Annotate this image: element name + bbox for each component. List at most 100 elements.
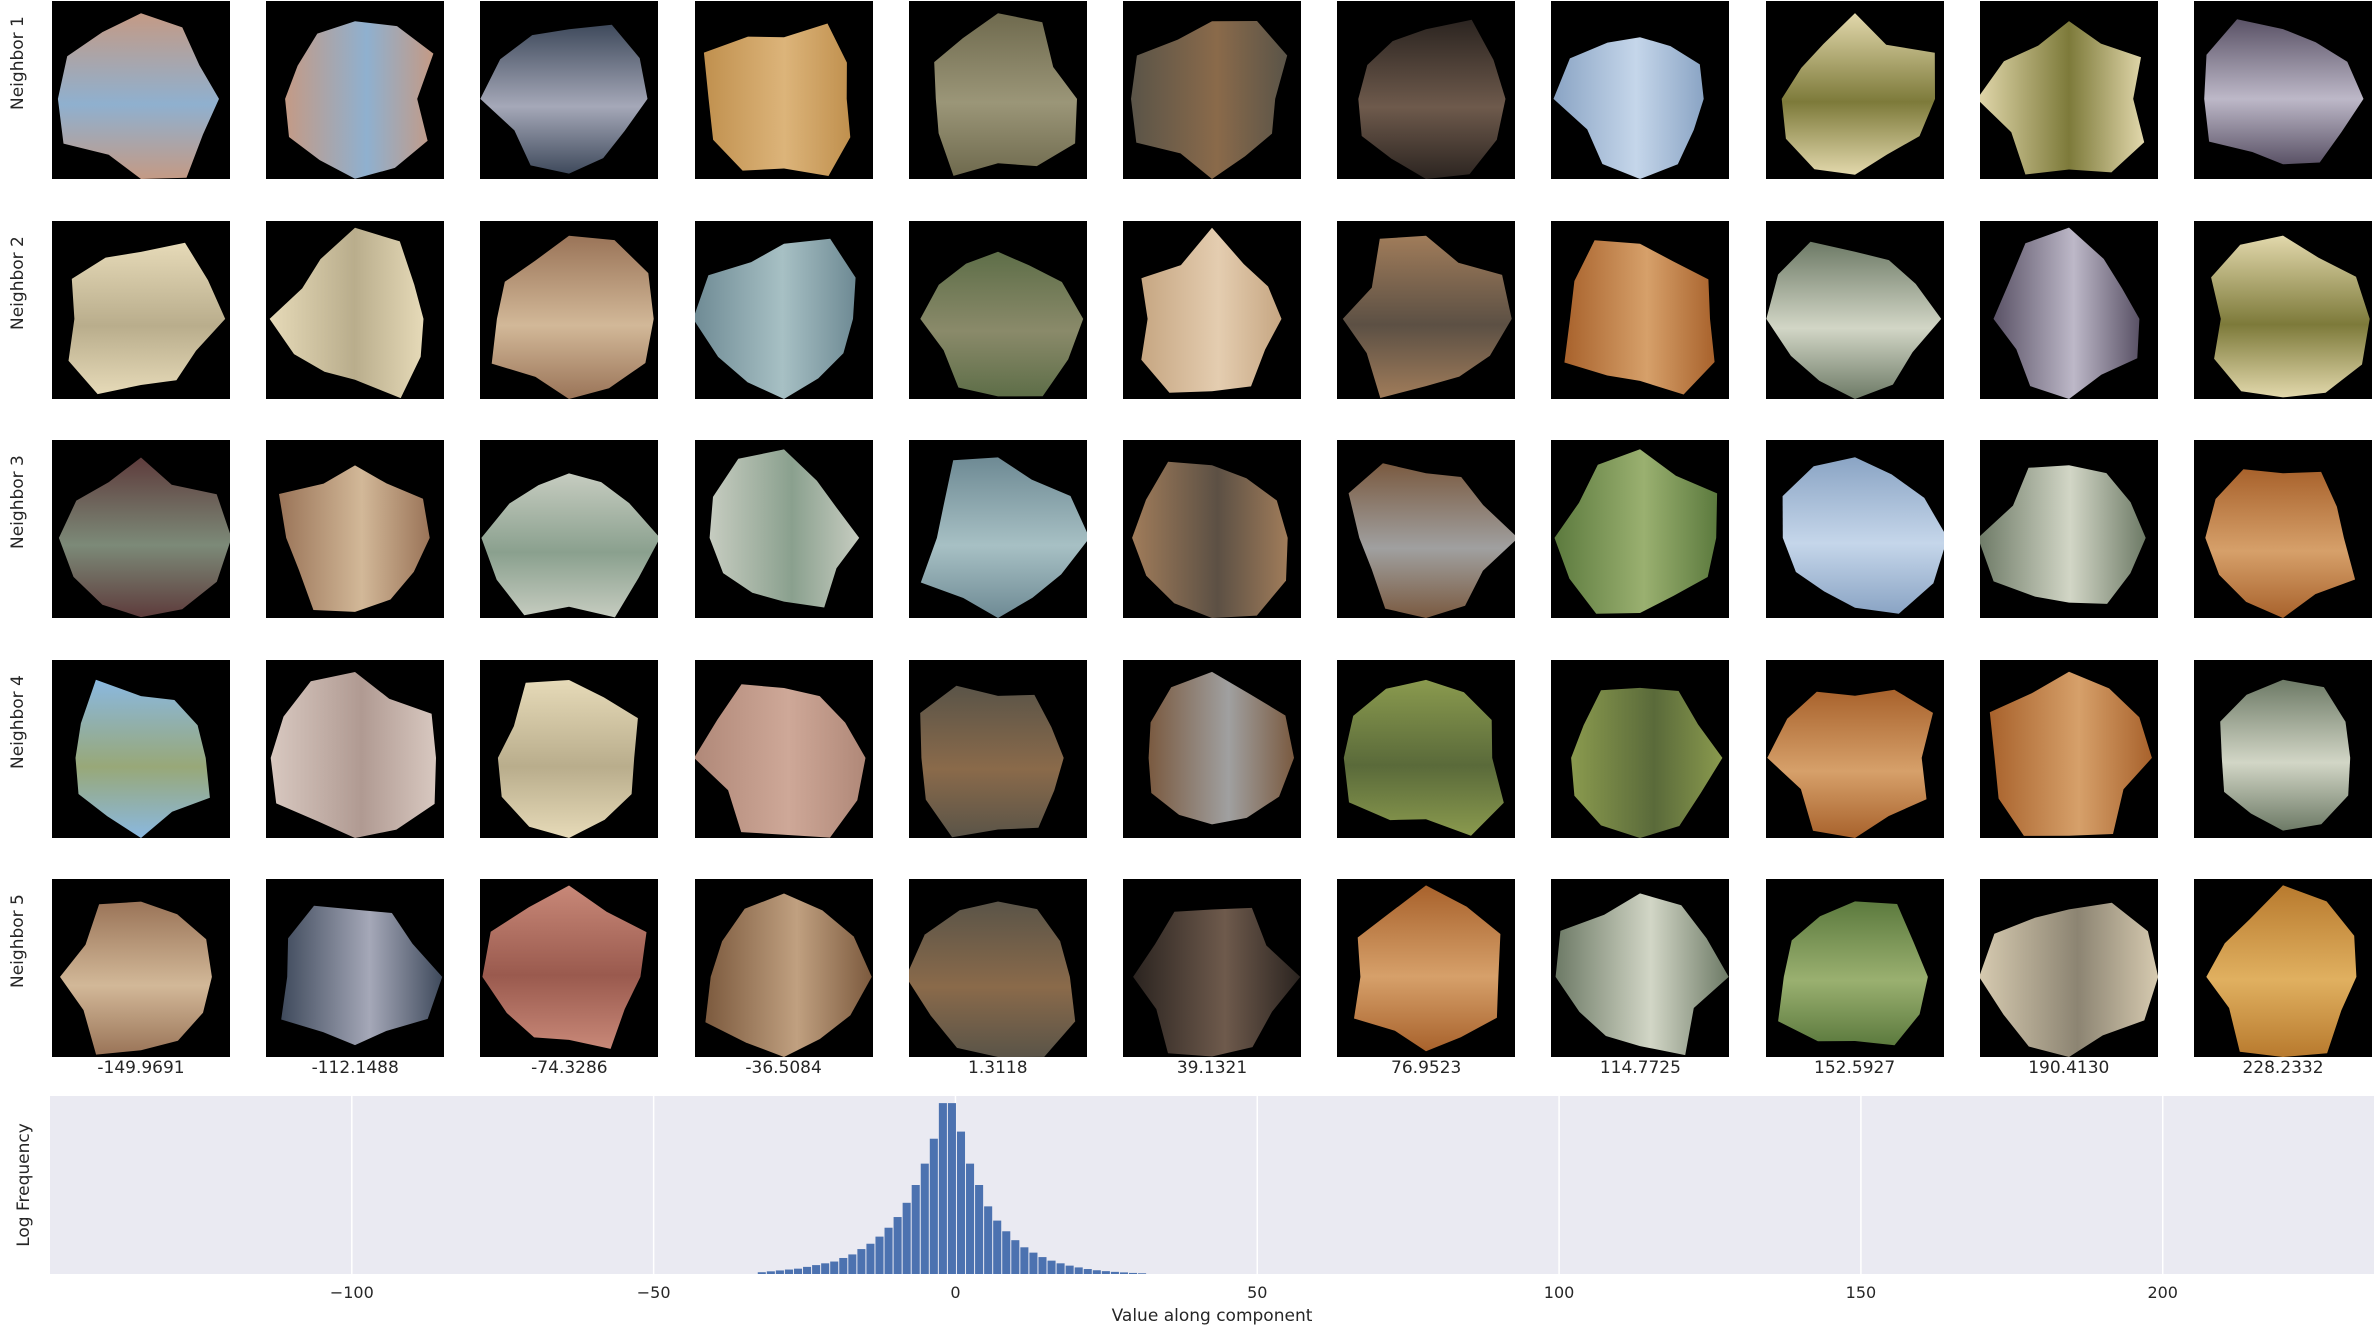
histogram-bar <box>984 1206 993 1274</box>
histogram-bar <box>1110 1271 1119 1274</box>
neighbor-patch <box>266 879 445 1057</box>
neighbor-patch <box>2194 1 2372 179</box>
neighbor-patch <box>2194 220 2372 399</box>
x-tick-label: 150 <box>1845 1283 1877 1302</box>
row-label: Neighbor 4 <box>8 674 28 769</box>
texture-blob <box>57 13 220 179</box>
texture-blob <box>1555 893 1730 1056</box>
neighbor-patch <box>694 440 873 618</box>
histogram-bar <box>1020 1247 1029 1274</box>
histogram-bar <box>884 1227 893 1274</box>
histogram-bar <box>803 1266 812 1274</box>
texture-blob <box>908 901 1075 1057</box>
histogram-bar <box>793 1268 803 1274</box>
neighbor-patch <box>1765 879 1944 1057</box>
neighbor-patch <box>1337 440 1516 618</box>
neighbor-patch <box>2194 879 2372 1057</box>
neighbor-patch <box>1123 659 1301 838</box>
neighbor-patch <box>52 659 230 838</box>
plot-background <box>50 1096 2374 1274</box>
texture-blob <box>2205 469 2356 618</box>
column-value-label: -149.9691 <box>97 1058 185 1078</box>
texture-blob <box>498 679 639 838</box>
row-label: Neighbor 5 <box>8 894 28 988</box>
texture-blob <box>480 24 648 174</box>
texture-blob <box>694 683 866 838</box>
texture-blob <box>694 238 856 399</box>
row-label: Neighbor 3 <box>8 455 28 549</box>
neighbor-patch <box>908 659 1087 838</box>
texture-blob <box>919 685 1064 837</box>
column-value-label: 190.4130 <box>2028 1058 2110 1078</box>
neighbor-patch <box>52 879 230 1057</box>
texture-blob <box>2211 235 2370 397</box>
x-tick-label: 50 <box>1247 1283 1268 1302</box>
texture-blob <box>285 21 434 179</box>
neighbor-patch <box>694 879 873 1057</box>
column-value-label: 39.1321 <box>1176 1058 1248 1078</box>
texture-blob <box>1979 902 2158 1057</box>
texture-blob <box>1148 671 1294 824</box>
neighbor-patch <box>1123 1 1301 179</box>
neighbor-patch <box>480 1 659 179</box>
texture-blob <box>1782 457 1944 614</box>
neighbor-patch <box>1979 440 2158 618</box>
histogram-bar <box>839 1257 848 1274</box>
histogram-bar <box>947 1103 956 1274</box>
texture-blob <box>1781 13 1935 175</box>
histogram-bar <box>1083 1269 1092 1274</box>
texture-blob <box>1979 21 2144 175</box>
column-value-label: -112.1488 <box>311 1058 399 1078</box>
histogram-bar <box>866 1243 875 1274</box>
texture-blob <box>2204 19 2364 165</box>
texture-blob <box>1564 239 1715 394</box>
row-label: Neighbor 2 <box>8 235 28 330</box>
texture-blob <box>1342 235 1512 398</box>
neighbor-patch <box>1123 440 1301 618</box>
texture-blob <box>709 449 859 608</box>
neighbor-patch <box>2194 659 2372 838</box>
histogram-bar <box>956 1131 966 1274</box>
histogram-bar <box>1029 1252 1038 1274</box>
column-value-label: 76.9523 <box>1391 1058 1462 1078</box>
column-value-label: 152.5927 <box>1814 1058 1896 1078</box>
neighbor-patch <box>1979 659 2158 838</box>
histogram-bar <box>848 1254 857 1274</box>
neighbor-patch <box>52 220 230 399</box>
texture-blob <box>2206 885 2357 1057</box>
texture-blob <box>1133 907 1301 1057</box>
histogram-bar <box>902 1202 911 1274</box>
x-tick-label: 200 <box>2147 1283 2178 1302</box>
histogram-bar <box>975 1185 984 1274</box>
neighbor-patch <box>1123 220 1301 399</box>
texture-blob <box>1766 689 1933 838</box>
column-value-label: -74.3286 <box>531 1058 608 1078</box>
histogram-bar <box>1138 1273 1147 1274</box>
texture-blob <box>270 671 437 838</box>
texture-blob <box>1553 37 1705 179</box>
texture-blob <box>1571 687 1723 838</box>
texture-blob <box>1554 449 1718 614</box>
neighbor-patch <box>2194 440 2372 618</box>
x-tick-label: −50 <box>636 1283 671 1302</box>
neighbor-patch <box>1979 1 2158 179</box>
histogram-bar <box>1119 1272 1128 1274</box>
neighbor-patch <box>1337 879 1516 1057</box>
texture-blob <box>482 885 647 1049</box>
texture-blob <box>492 235 655 399</box>
neighbor-patch <box>1765 220 1944 399</box>
texture-blob <box>704 893 872 1057</box>
neighbor-patch <box>1337 1 1516 179</box>
histogram-svg <box>50 1096 2374 1274</box>
neighbor-patch <box>266 659 445 838</box>
neighbor-patch <box>266 220 445 399</box>
histogram-bar <box>1129 1272 1138 1274</box>
histogram-bar <box>1002 1231 1011 1274</box>
texture-blob <box>269 227 424 398</box>
neighbor-patch <box>52 440 230 618</box>
histogram-bar <box>920 1163 929 1274</box>
histogram-bar <box>821 1263 830 1274</box>
neighbor-patch <box>266 1 445 179</box>
neighbor-patch <box>1337 659 1516 838</box>
histogram-bar <box>1074 1267 1083 1274</box>
